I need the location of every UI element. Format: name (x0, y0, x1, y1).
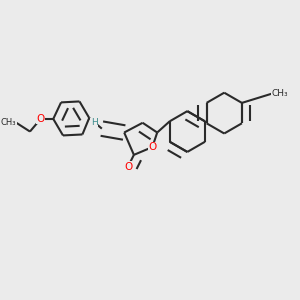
Text: CH₃: CH₃ (1, 118, 16, 127)
Text: O: O (148, 142, 157, 152)
Text: H: H (91, 118, 98, 127)
Text: O: O (124, 161, 132, 172)
Text: O: O (37, 114, 45, 124)
Text: CH₃: CH₃ (272, 89, 289, 98)
